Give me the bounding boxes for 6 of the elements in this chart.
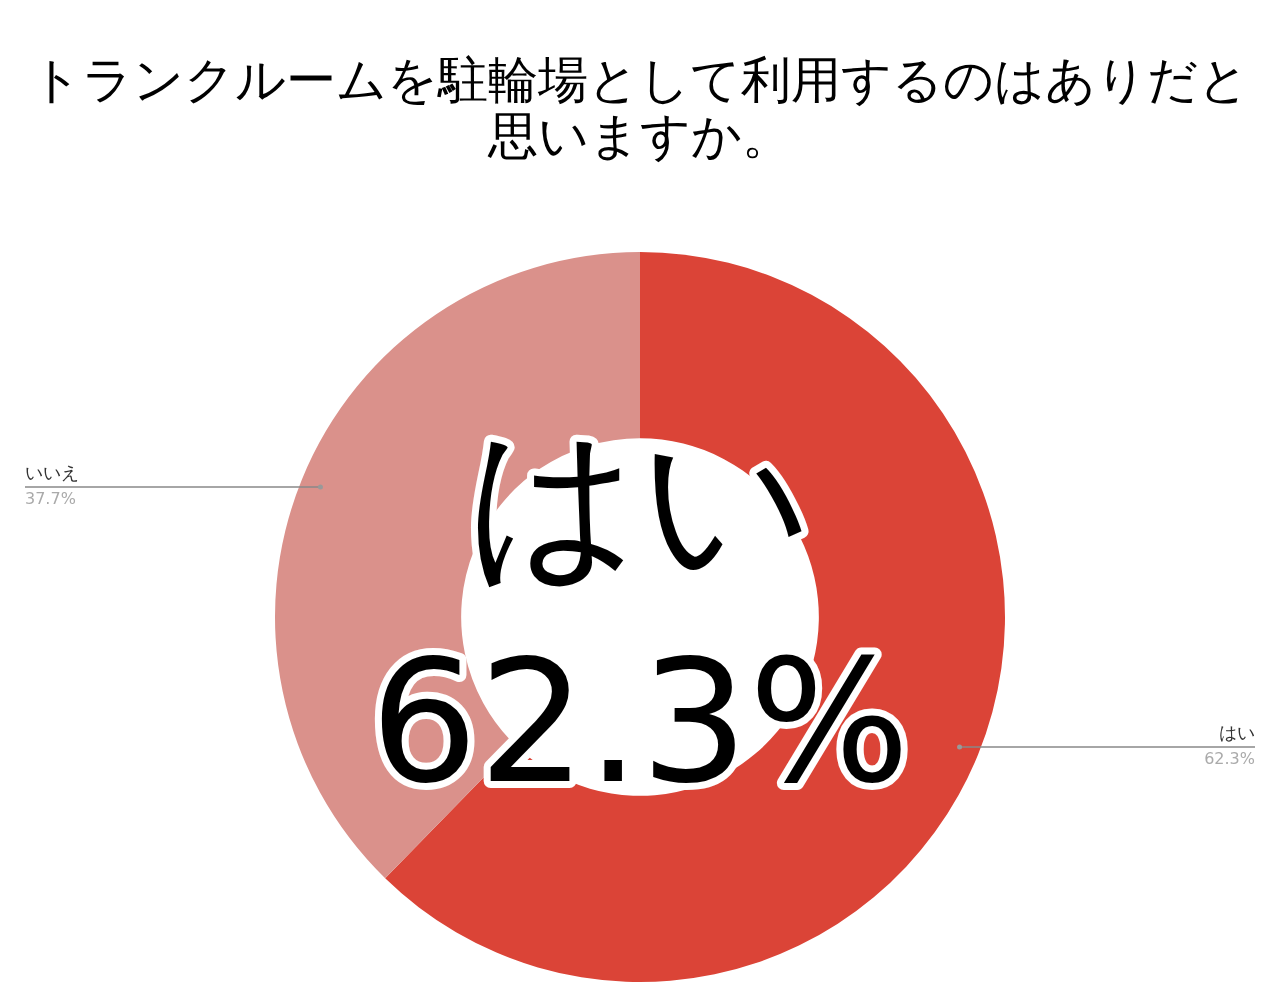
slice-label: はい	[1219, 721, 1255, 743]
data-label: 37.7%	[25, 489, 76, 509]
slice-label: いいえ	[25, 461, 79, 483]
chart-title: トランクルームを駐輪場として利用するのはありだと思いますか。	[30, 50, 1250, 167]
data-label: 62.3%	[1204, 749, 1255, 769]
text: はい	[466, 403, 814, 602]
